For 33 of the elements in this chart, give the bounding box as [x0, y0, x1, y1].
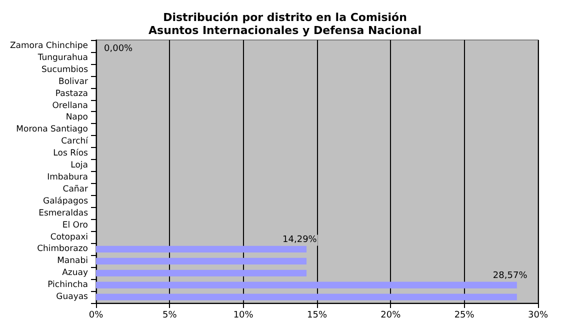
y-tick-label: Imbabura [47, 172, 88, 182]
x-tick-label: 10% [233, 310, 254, 320]
x-tick-label: 30% [528, 310, 548, 320]
y-tick-label: Chimborazo [37, 244, 88, 254]
data-label: 0,00% [104, 44, 134, 54]
y-tick-label: Tungurahua [36, 52, 88, 63]
y-tick-label: Cotopaxi [50, 232, 88, 242]
x-tick-label: 20% [380, 310, 402, 320]
y-tick-label: Zamora Chinchipe [10, 40, 88, 51]
y-tick-label: Morona Santiago [16, 124, 88, 135]
y-tick-label: Esmeraldas [38, 208, 89, 218]
y-tick-label: Pichincha [48, 280, 88, 290]
x-tick-label: 15% [306, 310, 328, 320]
y-tick-label: Galápagos [43, 196, 89, 206]
y-tick-label: Bolivar [58, 76, 88, 87]
y-tick-label: Azuay [62, 268, 88, 278]
y-tick-label: Los Ríos [53, 148, 89, 159]
y-tick-label: Sucumbios [41, 64, 89, 75]
data-label: 28,57% [492, 271, 528, 282]
y-tick-label: Napo [66, 112, 88, 123]
data-label: 14,29% [282, 235, 318, 246]
x-tick-label: 25% [454, 310, 475, 320]
y-tick-label: Manabi [57, 256, 88, 266]
y-tick-label: Loja [70, 160, 88, 171]
x-tick-label: 5% [162, 310, 178, 320]
y-tick-label: El Oro [62, 220, 88, 230]
y-tick-label: Orellana [52, 100, 88, 111]
y-tick-label: Carchí [61, 136, 89, 147]
y-tick-label: Pastaza [55, 88, 88, 99]
chart-title: Distribución por distrito en la Comisión Asuntos Internacionales y Defensa Nacional [148, 11, 422, 37]
y-tick-label: Cañar [62, 184, 89, 194]
x-tick-label: 0% [88, 310, 104, 320]
y-tick-label: Guayas [56, 292, 89, 302]
